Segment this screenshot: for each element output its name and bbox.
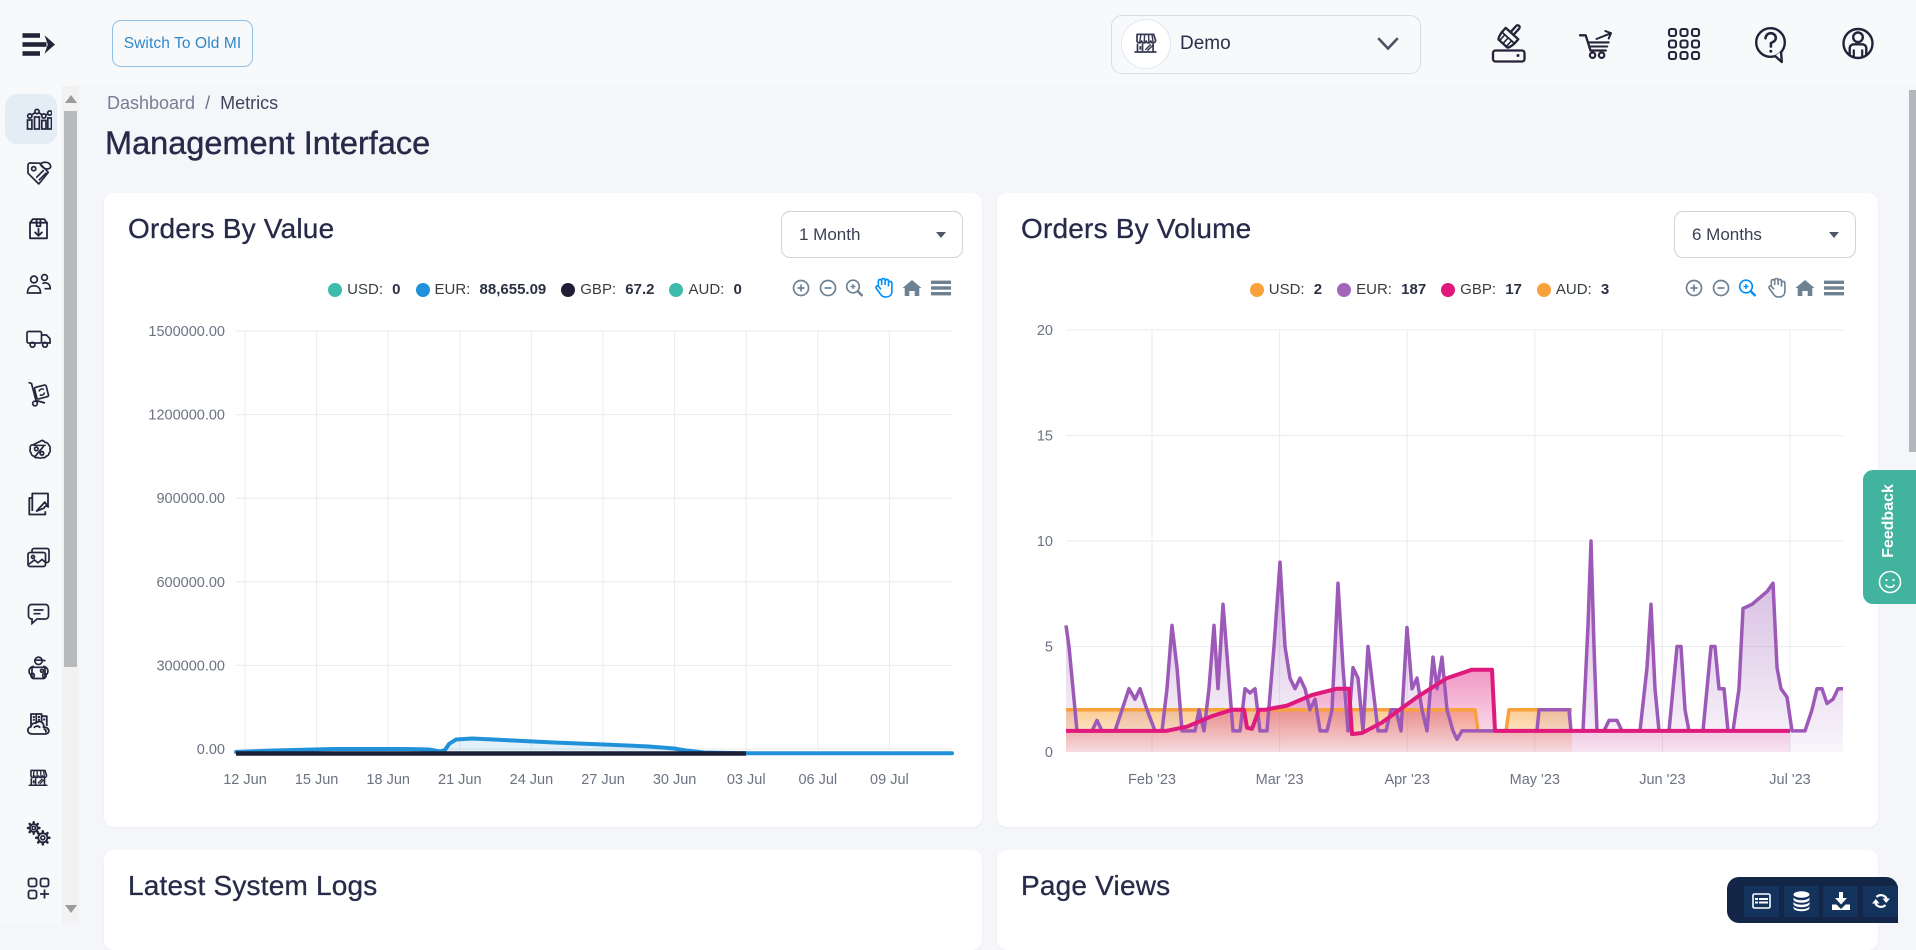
svg-text:0.00: 0.00	[197, 742, 225, 758]
svg-text:Jun '23: Jun '23	[1639, 772, 1685, 788]
svg-text:03 Jul: 03 Jul	[727, 772, 766, 788]
svg-text:12 Jun: 12 Jun	[223, 772, 267, 788]
svg-text:Jul '23: Jul '23	[1769, 772, 1810, 788]
svg-text:Feb '23: Feb '23	[1128, 772, 1176, 788]
svg-text:5: 5	[1045, 640, 1053, 656]
svg-text:30 Jun: 30 Jun	[653, 772, 697, 788]
svg-text:27 Jun: 27 Jun	[581, 772, 625, 788]
svg-text:09 Jul: 09 Jul	[870, 772, 909, 788]
svg-text:300000.00: 300000.00	[156, 658, 225, 674]
svg-text:900000.00: 900000.00	[156, 491, 225, 507]
svg-text:20: 20	[1037, 323, 1053, 339]
svg-text:1500000.00: 1500000.00	[148, 324, 225, 340]
svg-text:06 Jul: 06 Jul	[798, 772, 837, 788]
svg-text:May '23: May '23	[1510, 772, 1560, 788]
svg-text:0: 0	[1045, 745, 1053, 761]
svg-text:21 Jun: 21 Jun	[438, 772, 482, 788]
svg-text:10: 10	[1037, 534, 1053, 550]
svg-text:Apr '23: Apr '23	[1384, 772, 1430, 788]
svg-text:18 Jun: 18 Jun	[366, 772, 410, 788]
svg-text:24 Jun: 24 Jun	[510, 772, 554, 788]
svg-text:15 Jun: 15 Jun	[295, 772, 339, 788]
svg-text:Mar '23: Mar '23	[1256, 772, 1304, 788]
svg-text:15: 15	[1037, 429, 1053, 445]
svg-text:1200000.00: 1200000.00	[148, 408, 225, 424]
svg-text:600000.00: 600000.00	[156, 575, 225, 591]
